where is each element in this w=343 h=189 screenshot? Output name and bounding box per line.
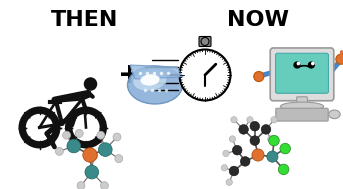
FancyBboxPatch shape — [275, 53, 329, 93]
Circle shape — [311, 62, 315, 65]
Circle shape — [90, 152, 97, 160]
Circle shape — [113, 133, 121, 141]
FancyBboxPatch shape — [297, 97, 307, 106]
Ellipse shape — [128, 66, 182, 104]
Circle shape — [239, 125, 248, 134]
Circle shape — [247, 117, 253, 123]
Circle shape — [75, 129, 83, 137]
Circle shape — [278, 164, 289, 175]
Circle shape — [240, 157, 250, 166]
Circle shape — [229, 166, 239, 176]
Circle shape — [100, 182, 108, 189]
Circle shape — [267, 151, 278, 162]
Text: +: + — [118, 61, 142, 89]
Ellipse shape — [140, 74, 160, 86]
Circle shape — [293, 61, 300, 69]
Circle shape — [250, 136, 260, 145]
Circle shape — [98, 143, 112, 156]
Circle shape — [252, 149, 264, 161]
Circle shape — [201, 37, 209, 46]
Circle shape — [254, 71, 264, 82]
Circle shape — [56, 147, 63, 155]
Circle shape — [67, 139, 81, 153]
Circle shape — [268, 136, 274, 142]
FancyBboxPatch shape — [199, 36, 211, 46]
Polygon shape — [130, 65, 183, 79]
Circle shape — [84, 77, 97, 91]
Circle shape — [63, 131, 71, 139]
Circle shape — [85, 165, 99, 179]
Circle shape — [19, 106, 60, 149]
Circle shape — [179, 50, 230, 101]
Circle shape — [77, 182, 85, 189]
Circle shape — [26, 114, 53, 141]
Circle shape — [115, 155, 123, 163]
Circle shape — [261, 125, 271, 134]
Ellipse shape — [280, 102, 323, 111]
Circle shape — [229, 136, 236, 142]
Circle shape — [308, 61, 315, 69]
Circle shape — [97, 131, 105, 139]
Circle shape — [250, 121, 260, 131]
Text: THEN: THEN — [51, 10, 119, 30]
Circle shape — [297, 62, 300, 65]
Ellipse shape — [133, 69, 167, 91]
Circle shape — [72, 114, 100, 141]
Circle shape — [271, 117, 277, 123]
Circle shape — [231, 117, 237, 123]
Circle shape — [223, 150, 229, 157]
Circle shape — [65, 106, 107, 149]
Circle shape — [233, 145, 242, 155]
Circle shape — [280, 143, 291, 154]
Circle shape — [336, 54, 343, 64]
FancyBboxPatch shape — [276, 108, 328, 121]
Circle shape — [221, 165, 228, 171]
FancyBboxPatch shape — [270, 48, 334, 101]
Circle shape — [226, 179, 233, 185]
Ellipse shape — [329, 110, 340, 119]
Circle shape — [83, 148, 97, 162]
Text: NOW: NOW — [227, 10, 289, 30]
Circle shape — [269, 135, 279, 146]
